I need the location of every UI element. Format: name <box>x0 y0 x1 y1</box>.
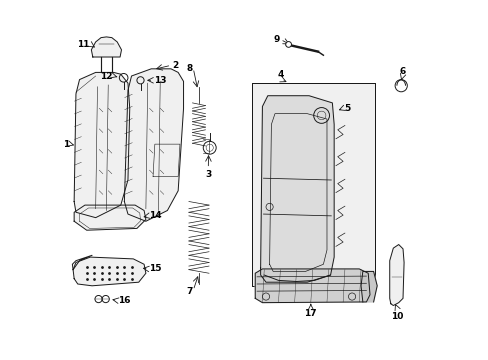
Text: 1: 1 <box>63 140 69 149</box>
Text: 17: 17 <box>304 309 317 318</box>
Text: 3: 3 <box>205 170 211 179</box>
Polygon shape <box>74 205 145 230</box>
Text: 9: 9 <box>273 35 279 44</box>
Text: 8: 8 <box>186 64 192 73</box>
Bar <box>251 83 375 286</box>
Polygon shape <box>72 255 92 270</box>
Polygon shape <box>73 257 145 286</box>
Polygon shape <box>124 69 183 221</box>
Polygon shape <box>260 96 333 282</box>
Bar <box>251 83 375 286</box>
Text: 11: 11 <box>77 40 89 49</box>
Text: 2: 2 <box>172 61 178 70</box>
Polygon shape <box>255 269 369 303</box>
Text: 5: 5 <box>344 104 350 113</box>
Polygon shape <box>389 244 403 306</box>
Text: 14: 14 <box>149 211 162 220</box>
Text: 7: 7 <box>186 287 192 296</box>
Polygon shape <box>360 271 376 302</box>
Text: 12: 12 <box>100 72 113 81</box>
Text: 15: 15 <box>149 265 162 274</box>
Text: 6: 6 <box>398 67 405 76</box>
Circle shape <box>285 41 291 47</box>
Polygon shape <box>91 37 121 57</box>
Text: 16: 16 <box>118 296 130 305</box>
Text: 13: 13 <box>154 76 166 85</box>
Text: 10: 10 <box>390 312 402 321</box>
Text: 4: 4 <box>277 70 283 79</box>
Polygon shape <box>74 72 129 218</box>
